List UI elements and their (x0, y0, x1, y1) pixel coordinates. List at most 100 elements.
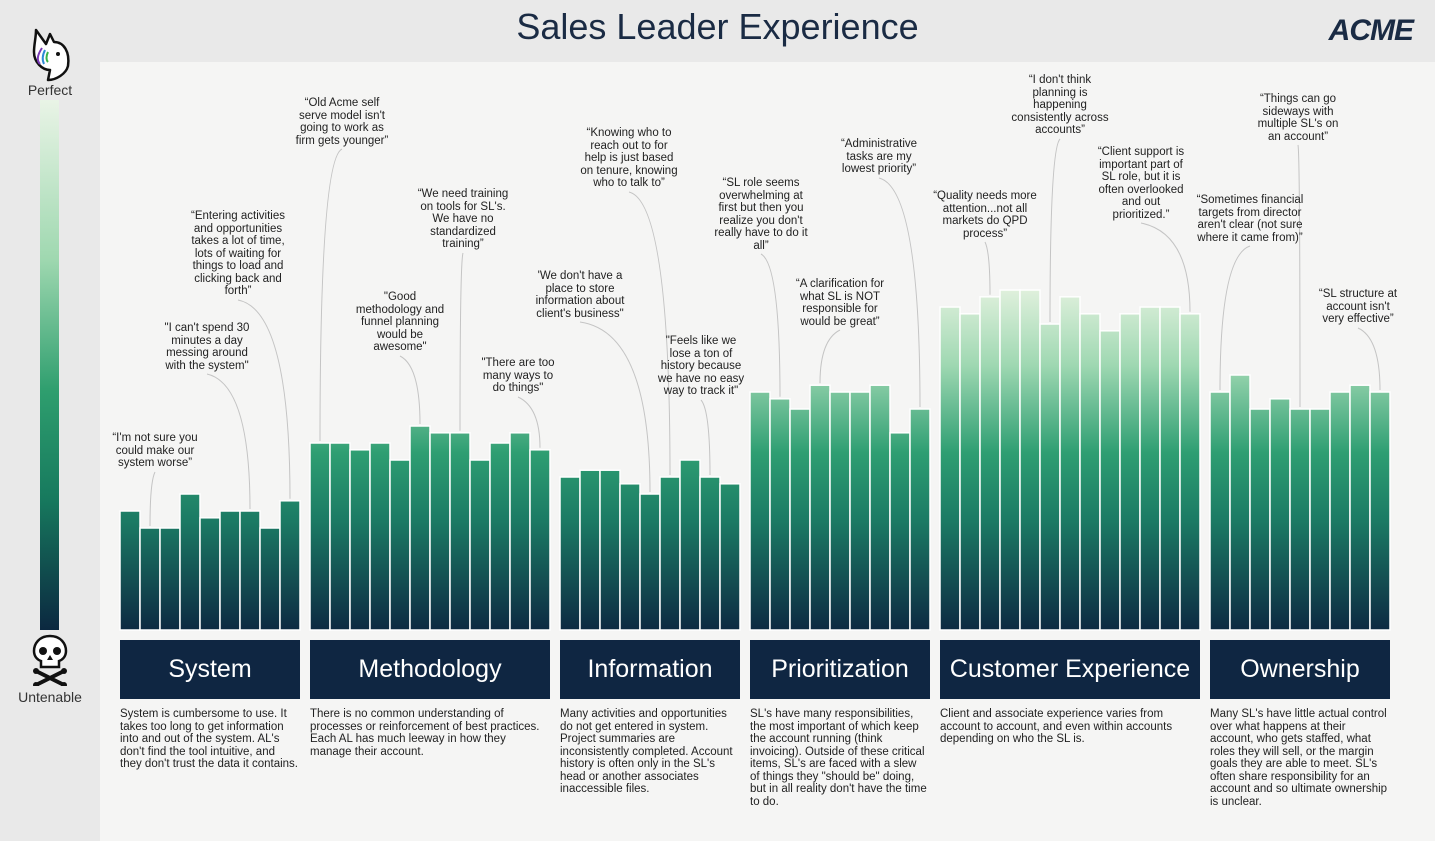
bar-methodology-1 (309, 442, 331, 631)
bar-information-6 (659, 476, 681, 631)
category-description-methodology: There is no common understanding of proc… (310, 708, 540, 758)
bar-methodology-10 (489, 442, 511, 631)
quote-annotation: “Quality needs more attention...not all … (933, 190, 1037, 240)
bar-ownership-2 (1229, 374, 1251, 631)
bar-prioritization-2 (769, 398, 791, 631)
bar-information-5 (639, 493, 661, 631)
bars-group (119, 289, 1391, 631)
bar-customer-experience-4 (999, 289, 1021, 631)
bar-ownership-4 (1269, 398, 1291, 631)
bar-system-2 (139, 527, 161, 631)
quote-leader-line (579, 321, 651, 493)
bar-prioritization-5 (829, 391, 851, 631)
scale-bottom-label: Untenable (18, 689, 82, 705)
quote-leader-line (628, 191, 671, 476)
bar-customer-experience-13 (1179, 313, 1201, 631)
quote-leader-line (760, 253, 781, 397)
bar-customer-experience-5 (1019, 289, 1041, 631)
quote-leader-line (206, 373, 251, 510)
bar-ownership-6 (1309, 408, 1331, 631)
scale-top-label: Perfect (27, 82, 73, 98)
quote-annotation: 'We don't have a place to store informat… (535, 270, 625, 320)
quote-annotation: “Sometimes financial targets from direct… (1196, 194, 1304, 244)
bar-customer-experience-8 (1079, 313, 1101, 631)
bar-methodology-3 (349, 449, 371, 631)
bar-prioritization-6 (849, 391, 871, 631)
bar-customer-experience-3 (979, 296, 1001, 631)
quote-annotation: "Feels like we lose a ton of history bec… (657, 335, 745, 397)
bar-customer-experience-10 (1119, 313, 1141, 631)
bar-information-7 (679, 459, 701, 631)
scale-gradient-bar (40, 100, 59, 630)
bar-system-5 (199, 517, 221, 631)
bar-methodology-2 (329, 442, 351, 631)
bar-prioritization-3 (789, 408, 811, 631)
quote-annotation: “Knowing who to reach out to for help is… (580, 127, 678, 189)
brand-logo: ACME (1328, 14, 1414, 47)
quote-leader-line (319, 148, 343, 442)
bar-system-6 (219, 510, 241, 631)
bar-information-3 (599, 469, 621, 631)
bar-system-1 (119, 510, 141, 631)
bar-ownership-9 (1369, 391, 1391, 631)
quote-annotation: "I can't spend 30 minutes a day messing … (164, 322, 250, 372)
unicorn-icon (32, 28, 70, 82)
quote-leader-line (149, 471, 156, 527)
quote-leader-line (1357, 327, 1381, 391)
category-title-system: System (120, 640, 300, 699)
quote-annotation: “SL structure at account isn't very effe… (1318, 288, 1398, 325)
quote-annotation: “I'm not sure you could make our system … (112, 432, 198, 469)
quote-annotation: “SL role seems overwhelming at first but… (714, 177, 808, 252)
category-title-ownership: Ownership (1210, 640, 1390, 699)
bar-methodology-12 (529, 449, 551, 631)
quote-leader-line (1219, 245, 1251, 391)
quote-leaders (149, 138, 1381, 527)
bar-methodology-6 (409, 425, 431, 631)
quote-leader-line (984, 241, 991, 295)
bar-customer-experience-2 (959, 313, 981, 631)
quote-annotation: “Entering activities and opportunities t… (191, 210, 285, 297)
bar-system-4 (179, 493, 201, 631)
bar-methodology-8 (449, 432, 471, 631)
quote-leader-line (819, 329, 841, 384)
bar-system-7 (239, 510, 261, 631)
bar-methodology-4 (369, 442, 391, 631)
bar-prioritization-8 (889, 432, 911, 631)
bar-methodology-9 (469, 459, 491, 631)
quote-annotation: “Administrative tasks are my lowest prio… (840, 138, 918, 175)
quote-annotation: "There are too many ways to do things" (481, 357, 555, 394)
quote-leader-line (399, 355, 421, 425)
bar-system-3 (159, 527, 181, 631)
quote-annotation: “Old Acme self serve model isn't going t… (295, 97, 389, 147)
bar-information-1 (559, 476, 581, 631)
bar-customer-experience-6 (1039, 323, 1061, 631)
category-description-system: System is cumbersome to use. It takes to… (120, 708, 298, 770)
category-description-information: Many activities and opportunities do not… (560, 708, 733, 795)
quote-leader-line (459, 252, 464, 431)
bar-ownership-5 (1289, 408, 1311, 631)
skull-crossbones-icon (32, 634, 68, 686)
quote-annotation: "Good methodology and funnel planning wo… (355, 291, 445, 353)
bar-customer-experience-7 (1059, 296, 1081, 631)
category-title-prioritization: Prioritization (750, 640, 930, 699)
bar-prioritization-4 (809, 384, 831, 631)
bar-ownership-1 (1209, 391, 1231, 631)
category-title-methodology: Methodology (310, 640, 550, 699)
page-title: Sales Leader Experience (516, 6, 919, 47)
bar-system-9 (279, 500, 301, 631)
bar-customer-experience-1 (939, 306, 961, 631)
bar-customer-experience-11 (1139, 306, 1161, 631)
bar-methodology-11 (509, 432, 531, 631)
quote-annotation: “I don't think planning is happening con… (1011, 74, 1109, 136)
bar-methodology-7 (429, 432, 451, 631)
bar-prioritization-1 (749, 391, 771, 631)
category-description-prioritization: SL's have many responsibilities, the mos… (750, 708, 927, 808)
bar-customer-experience-12 (1159, 306, 1181, 631)
bar-methodology-5 (389, 459, 411, 631)
bar-ownership-7 (1329, 391, 1351, 631)
bar-prioritization-9 (909, 408, 931, 631)
quote-leader-line (1049, 138, 1061, 323)
category-description-ownership: Many SL's have little actual control ove… (1210, 708, 1388, 808)
bar-information-8 (699, 476, 721, 631)
category-description-customer-experience: Client and associate experience varies f… (940, 708, 1173, 745)
